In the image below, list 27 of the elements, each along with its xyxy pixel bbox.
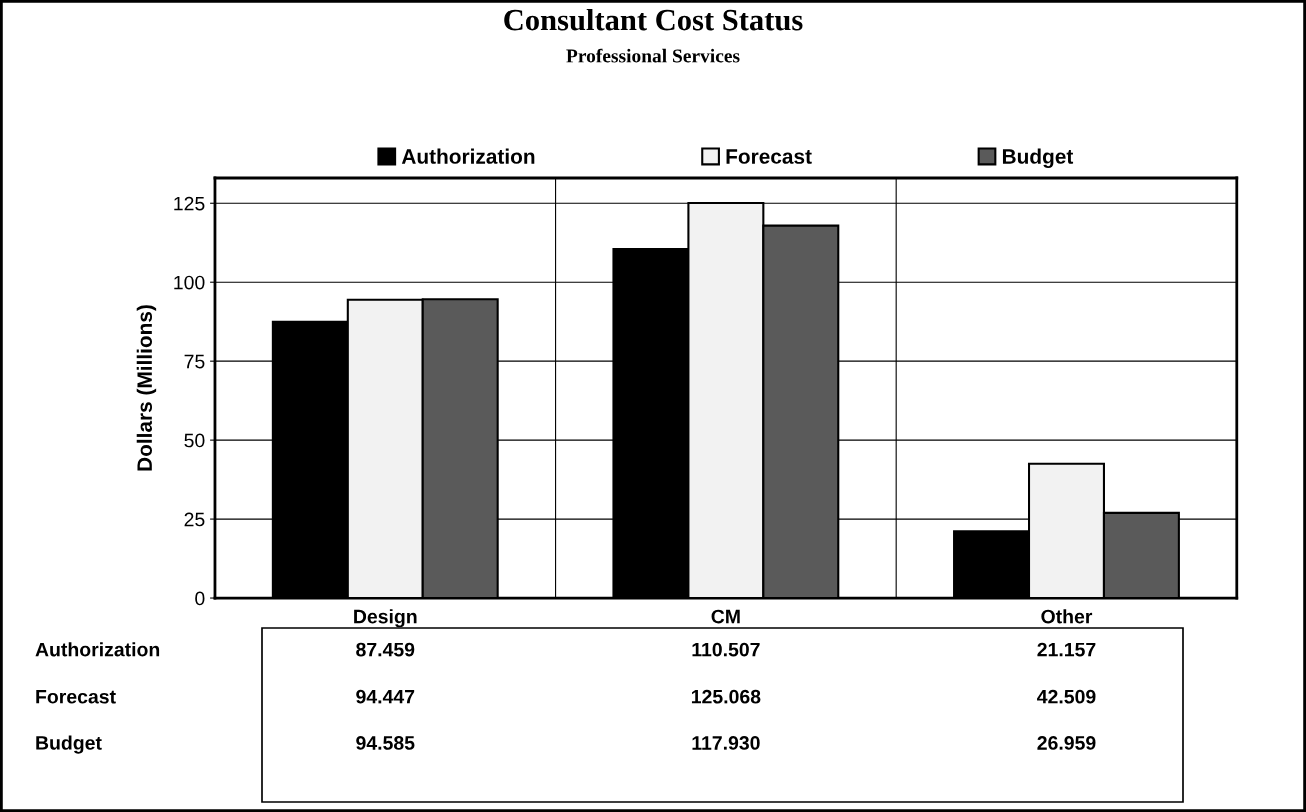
- data-label: 26.959: [1037, 736, 1096, 750]
- data-label: 125.068: [691, 689, 761, 704]
- x-tick-label: Design: [354, 609, 417, 628]
- x-tick-label: Other: [1041, 609, 1093, 624]
- legend-label: Forecast: [726, 149, 812, 164]
- y-tick-label: 125: [174, 196, 205, 211]
- text: Authorization: [35, 642, 160, 657]
- chart-subtitle: Professional Services: [566, 48, 740, 63]
- data-label: 42.509: [1037, 689, 1096, 704]
- x-tick-label: CM: [711, 609, 740, 624]
- legend-label: Budget: [1002, 148, 1074, 169]
- data-label: 21.157: [1037, 642, 1096, 657]
- data-label: 110.507: [692, 642, 760, 657]
- text: Budget: [36, 735, 102, 754]
- y-tick-label: 25: [184, 512, 205, 527]
- y-tick-label: 50: [184, 433, 205, 448]
- y-tick-label: 0: [195, 591, 205, 606]
- legend-label: Authorization: [401, 148, 535, 164]
- data-label: 87.459: [356, 642, 415, 657]
- y-tick-label: 100: [174, 275, 205, 290]
- data-label: 117.930: [692, 736, 760, 750]
- y-tick-label: 75: [184, 354, 205, 369]
- y-axis-title: Dollars (Millions): [136, 305, 157, 471]
- data-label: 94.585: [356, 736, 415, 750]
- chart-title: Consultant Cost Status: [504, 8, 803, 31]
- data-label: 94.447: [356, 689, 415, 704]
- text: Forecast: [36, 689, 116, 704]
